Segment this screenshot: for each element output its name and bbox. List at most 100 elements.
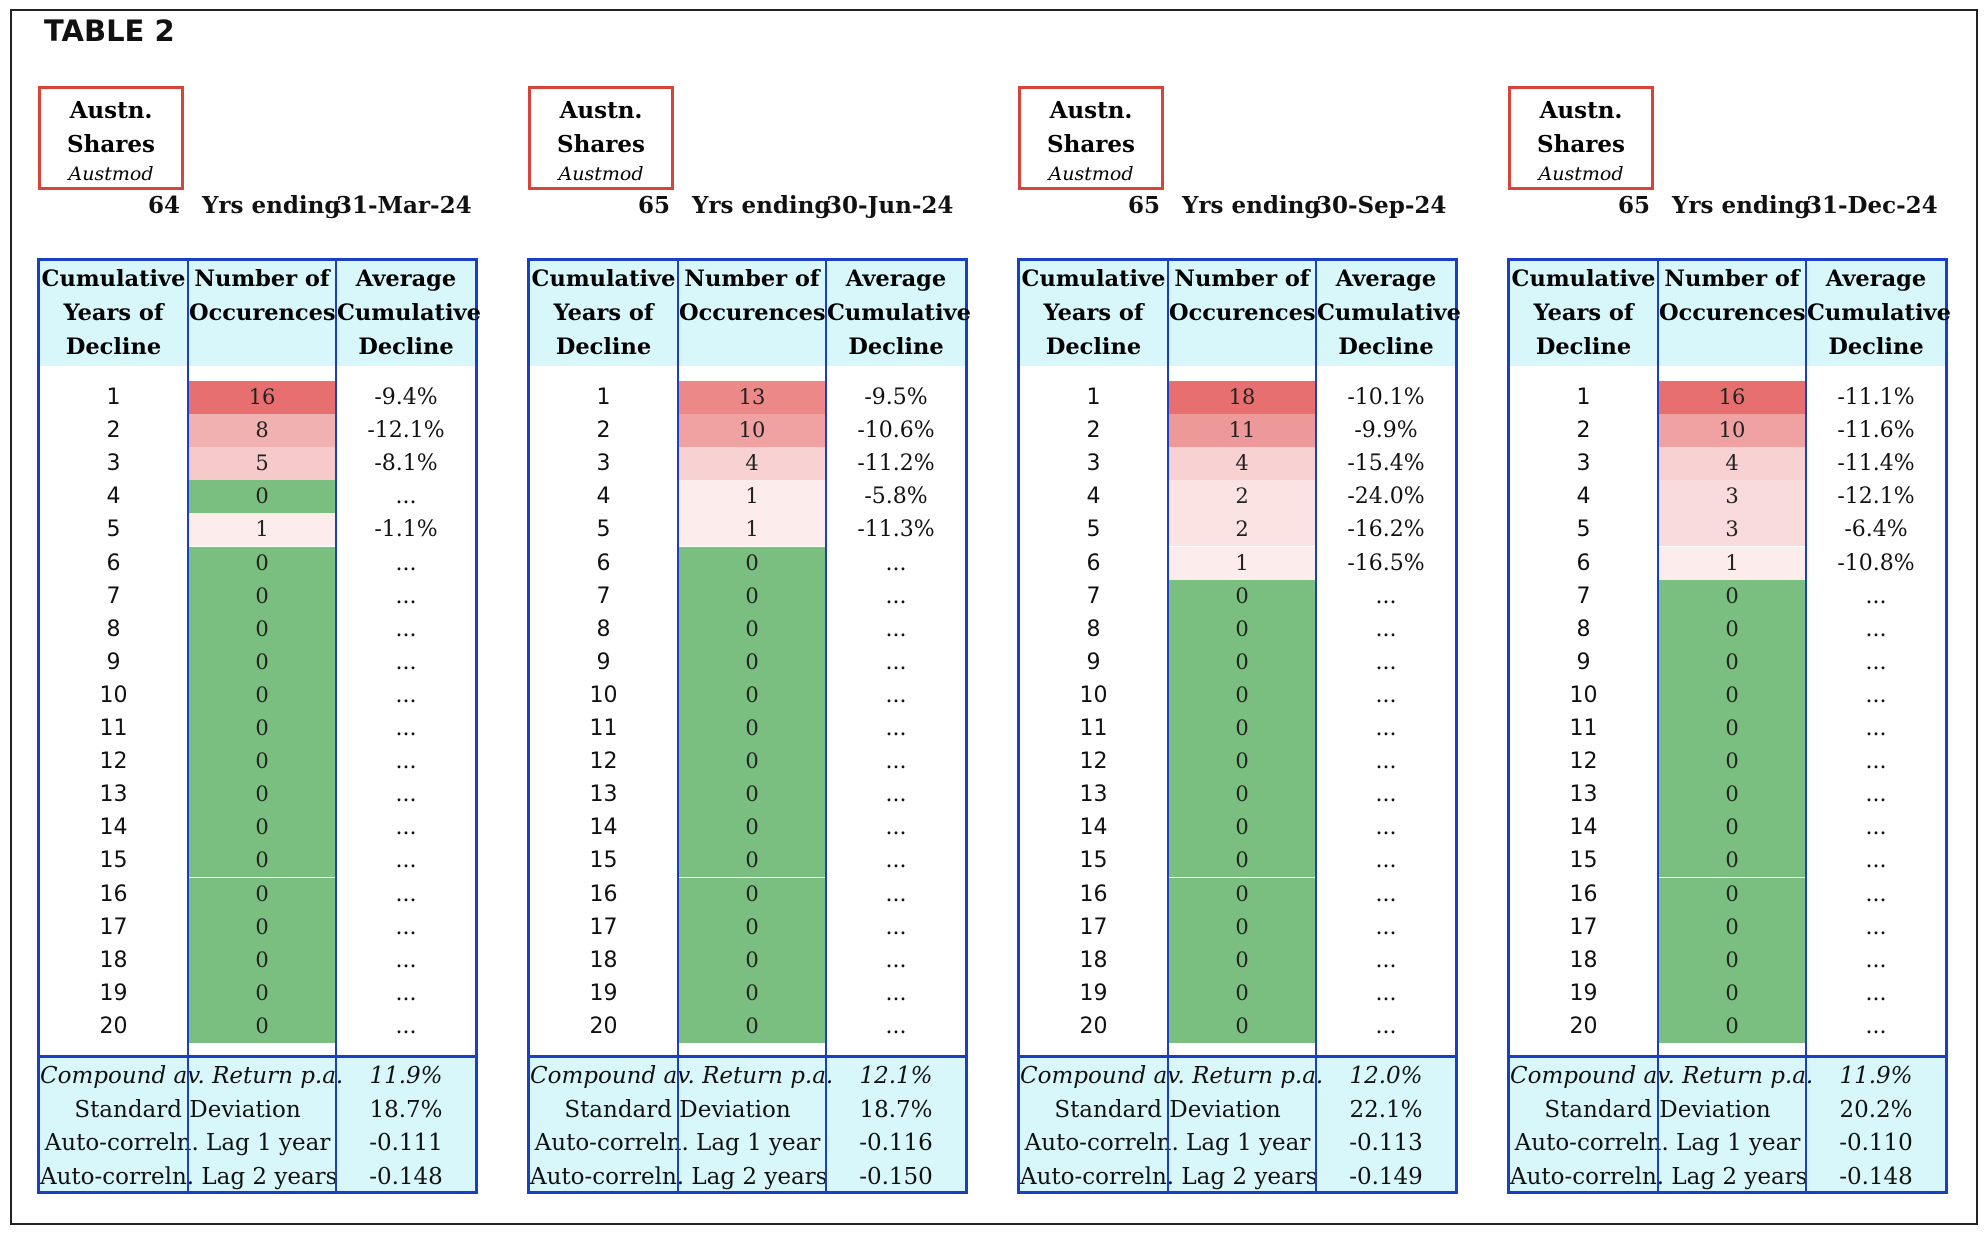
cell-occurences: 0 bbox=[679, 678, 825, 712]
cell-occurences: 0 bbox=[189, 745, 335, 779]
table-row: 3 4 -15.4% bbox=[1020, 447, 1455, 481]
cell-occurences: 0 bbox=[1659, 712, 1805, 745]
cell-occurences: 0 bbox=[679, 844, 825, 878]
table-row: 2 8 -12.1% bbox=[40, 414, 475, 448]
cell-average-decline: -11.1% bbox=[1837, 385, 1915, 410]
table-row: 8 0... bbox=[1020, 612, 1455, 646]
cell-occurences: 2 bbox=[1169, 513, 1315, 547]
header-cumulative-years: Cumulative Years of Decline bbox=[41, 266, 186, 360]
cell-average-decline: -6.4% bbox=[1844, 517, 1908, 543]
cell-year: 12 bbox=[589, 749, 618, 775]
cell-occurences: 0 bbox=[189, 645, 335, 679]
table-row: 15 0... bbox=[530, 844, 965, 878]
cell-average-decline: ... bbox=[395, 815, 417, 841]
cell-year: 11 bbox=[99, 716, 128, 741]
cell-occurences: 0 bbox=[1169, 712, 1315, 745]
label-source: Austmod bbox=[1538, 163, 1624, 185]
cell-average-decline: ... bbox=[1375, 583, 1397, 609]
table-row: 3 4 -11.2% bbox=[530, 447, 965, 481]
cell-year: 19 bbox=[99, 980, 128, 1006]
table-header: Cumulative Years of Decline Number of Occ… bbox=[1510, 261, 1951, 366]
cell-occurences: 0 bbox=[1169, 877, 1315, 911]
header-occurences: Number of Occurences bbox=[189, 266, 336, 326]
cell-year: 16 bbox=[1569, 881, 1598, 907]
table-row: 16 0... bbox=[1020, 877, 1455, 911]
cell-year: 16 bbox=[99, 881, 128, 907]
table-row: 11 0... bbox=[40, 712, 475, 745]
cell-year: 15 bbox=[1079, 848, 1108, 874]
period-date: 30-Jun-24 bbox=[826, 192, 954, 219]
cell-year: 19 bbox=[1079, 980, 1108, 1006]
period-date: 31-Mar-24 bbox=[336, 192, 472, 219]
decline-table: Cumulative Years of Decline Number of Occ… bbox=[1017, 258, 1461, 1194]
cell-occurences: 0 bbox=[189, 976, 335, 1010]
cell-year: 4 bbox=[1576, 484, 1591, 510]
cell-occurences: 13 bbox=[679, 381, 825, 414]
table-row: 20 0... bbox=[40, 1009, 475, 1043]
cell-average-decline: ... bbox=[885, 649, 907, 675]
cell-year: 8 bbox=[1576, 616, 1591, 642]
cell-occurences: 16 bbox=[1659, 381, 1805, 414]
label-line2: Shares bbox=[1047, 131, 1135, 158]
cell-occurences: 0 bbox=[679, 943, 825, 977]
cell-occurences: 0 bbox=[1169, 910, 1315, 944]
cell-year: 10 bbox=[99, 682, 128, 708]
table-row: 18 0... bbox=[530, 943, 965, 977]
cell-occurences: 0 bbox=[189, 1009, 335, 1043]
table-row: 14 0... bbox=[1020, 811, 1455, 845]
cell-occurences: 0 bbox=[1169, 645, 1315, 679]
cell-average-decline: -10.6% bbox=[857, 418, 935, 444]
cell-occurences: 0 bbox=[189, 877, 335, 911]
cell-year: 2 bbox=[596, 418, 611, 444]
stat-label: Compound av. Return p.a. bbox=[530, 1063, 834, 1089]
cell-average-decline: -8.1% bbox=[374, 451, 438, 477]
cell-occurences: 0 bbox=[189, 712, 335, 745]
cell-average-decline: ... bbox=[885, 716, 907, 741]
table-header: Cumulative Years of Decline Number of Occ… bbox=[1020, 261, 1461, 366]
cell-occurences: 0 bbox=[189, 811, 335, 845]
table-row: 9 0... bbox=[1020, 645, 1455, 679]
table-row: 4 1 -5.8% bbox=[530, 480, 965, 514]
cell-occurences: 5 bbox=[189, 447, 335, 481]
cell-occurences: 0 bbox=[189, 844, 335, 878]
asset-label-box: Austn. Shares Austmod bbox=[528, 86, 674, 190]
stat-value: -0.113 bbox=[1349, 1130, 1423, 1156]
cell-year: 5 bbox=[1086, 517, 1101, 543]
table-row: 15 0... bbox=[1020, 844, 1455, 878]
cell-occurences: 1 bbox=[189, 513, 335, 547]
cell-average-decline: ... bbox=[395, 947, 417, 973]
table-footer-stats: Compound av. Return p.a. 12.1% Standard De… bbox=[530, 1055, 965, 1191]
table-row: 12 0... bbox=[530, 745, 965, 779]
table-footer-stats: Compound av. Return p.a. 11.9% Standard De… bbox=[1510, 1055, 1945, 1191]
cell-average-decline: ... bbox=[1865, 682, 1887, 708]
cell-year: 4 bbox=[106, 484, 121, 510]
yrs-ending-label: Yrs ending bbox=[1182, 192, 1321, 219]
label-line1: Austn. bbox=[559, 97, 643, 124]
cell-occurences: 1 bbox=[679, 513, 825, 547]
cell-average-decline: ... bbox=[395, 550, 417, 576]
table-row: 10 0... bbox=[1020, 678, 1455, 712]
cell-occurences: 0 bbox=[679, 910, 825, 944]
table-row: 14 0... bbox=[530, 811, 965, 845]
cell-average-decline: ... bbox=[1375, 749, 1397, 775]
cell-average-decline: ... bbox=[885, 616, 907, 642]
cell-occurences: 0 bbox=[679, 712, 825, 745]
cell-year: 3 bbox=[1576, 451, 1591, 477]
cell-average-decline: ... bbox=[1375, 649, 1397, 675]
table-row: 17 0... bbox=[1020, 910, 1455, 944]
decline-panel: Austn. Shares Austmod 65 Yrs ending 31-Dec-24… bbox=[1500, 0, 1970, 1234]
header-cumulative-years: Cumulative Years of Decline bbox=[1021, 266, 1166, 360]
decline-table: Cumulative Years of Decline Number of Occ… bbox=[1507, 258, 1951, 1194]
cell-average-decline: -16.5% bbox=[1347, 550, 1425, 576]
cell-year: 20 bbox=[589, 1013, 618, 1039]
table-row: 8 0... bbox=[1510, 612, 1945, 646]
table-row: 7 0... bbox=[1020, 579, 1455, 613]
cell-occurences: 0 bbox=[1659, 678, 1805, 712]
table-row: 10 0... bbox=[530, 678, 965, 712]
label-line2: Shares bbox=[557, 131, 645, 158]
cell-year: 20 bbox=[1079, 1013, 1108, 1039]
cell-average-decline: -9.5% bbox=[864, 385, 928, 410]
cell-year: 17 bbox=[589, 914, 618, 940]
table-row: 11 0... bbox=[1510, 712, 1945, 745]
cell-average-decline: -9.4% bbox=[374, 385, 438, 410]
